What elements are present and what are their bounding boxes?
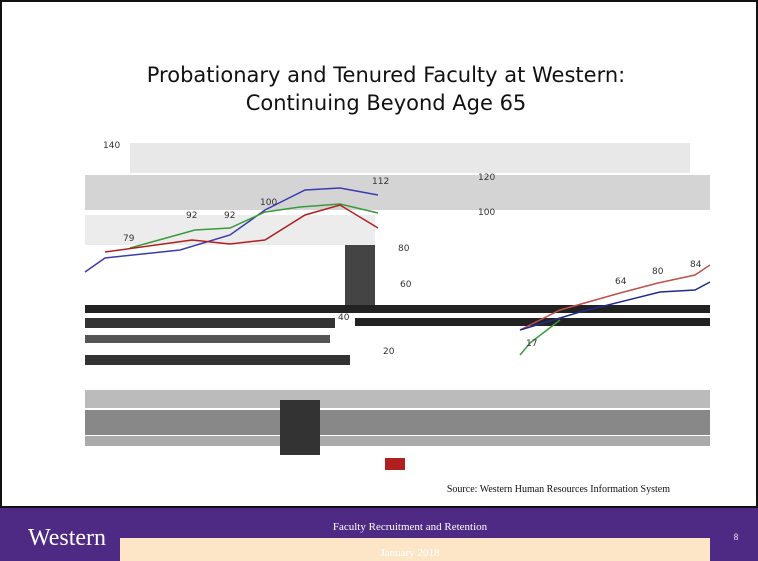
chart-area (85, 143, 710, 470)
data-label: 79 (123, 234, 135, 244)
glitch-block (130, 143, 690, 173)
axis-label: 100 (478, 208, 495, 218)
data-label: 92 (186, 211, 197, 221)
glitch-block (85, 335, 330, 343)
axis-label: 40 (338, 313, 350, 323)
glitch-block (85, 355, 350, 365)
data-label: 100 (260, 198, 277, 208)
source-note: Source: Western Human Resources Informat… (447, 484, 670, 495)
axis-label: 20 (383, 347, 395, 357)
glitch-block (280, 400, 320, 455)
data-label: 64 (615, 277, 627, 287)
data-label: 84 (690, 260, 702, 270)
glitch-block (85, 436, 710, 446)
axis-label: 80 (398, 244, 410, 254)
glitch-block (85, 305, 710, 313)
footer-date: January 2018 (381, 547, 440, 559)
footer-title: Faculty Recruitment and Retention (333, 521, 488, 533)
legend-swatch (385, 458, 405, 470)
axis-label: 140 (103, 141, 120, 151)
glitch-block (85, 390, 710, 408)
page-number: 8 (734, 532, 739, 542)
axis-label: 120 (478, 173, 495, 183)
glitch-block (85, 318, 335, 328)
glitch-block (345, 245, 375, 305)
slide: Probationary and Tenured Faculty at West… (0, 0, 758, 561)
glitch-block (85, 410, 710, 435)
data-label: 17 (526, 339, 537, 349)
data-label: 80 (652, 267, 664, 277)
footer-logo: Western (28, 525, 106, 551)
glitch-block (85, 175, 710, 210)
title-line: Continuing Beyond Age 65 (246, 91, 527, 115)
axis-label: 60 (400, 280, 412, 290)
glitch-block (355, 318, 710, 326)
data-label: 112 (372, 177, 389, 187)
data-label: 92 (224, 211, 235, 221)
title-line: Probationary and Tenured Faculty at West… (147, 63, 625, 87)
